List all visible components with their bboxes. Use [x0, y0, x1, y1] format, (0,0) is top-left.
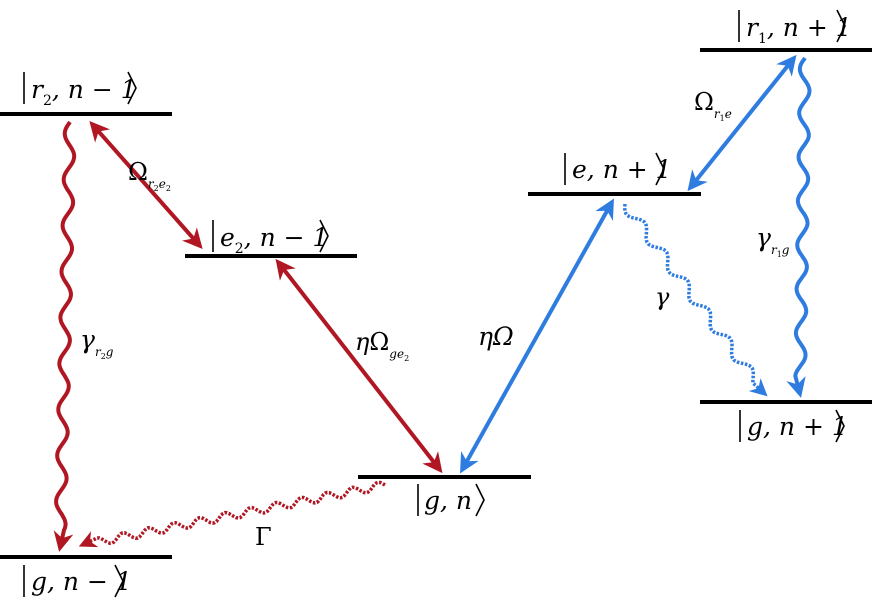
- arrow-omega-r2e2: [89, 121, 203, 249]
- label-omega-r2e2: Ωr2e2: [128, 158, 171, 193]
- ket-g-n: g, n: [417, 483, 485, 517]
- ket-g-np1: g, n + 1: [739, 409, 848, 443]
- label-eta-omega: ηΩ: [478, 322, 514, 351]
- label-Gamma: Γ: [255, 523, 272, 551]
- label-gamma-r2g: γr2g: [80, 325, 114, 361]
- decay-gamma-r1g: [786, 56, 812, 398]
- label-gamma: γ: [655, 283, 670, 311]
- ket-r2-nm1: r2, n − 1: [23, 71, 137, 109]
- svg-text:g, n: g, n: [424, 486, 472, 515]
- label-eta-omega-ge2: ηΩge2: [355, 328, 409, 363]
- arrow-omega-r1e: [687, 54, 797, 192]
- svg-text:r2, n − 1: r2, n − 1: [31, 75, 137, 109]
- svg-text:g, n + 1: g, n + 1: [747, 412, 848, 441]
- svg-text:e, n + 1: e, n + 1: [572, 155, 672, 184]
- ket-g-nm1: g, n − 1: [23, 564, 132, 598]
- svg-text:g, n − 1: g, n − 1: [31, 567, 132, 596]
- ket-r1-np1: r1, n + 1: [738, 9, 852, 47]
- arrow-eta-omega: [460, 198, 614, 474]
- label-omega-r1e: Ωr1e: [694, 88, 732, 123]
- decay-gamma-r2g: [53, 120, 77, 552]
- decay-Gamma: [78, 480, 386, 548]
- arrow-eta-omega-ge2: [275, 258, 443, 474]
- label-gamma-r1g: γr1g: [756, 223, 790, 259]
- svg-text:e2, n − 1: e2, n − 1: [220, 223, 328, 257]
- svg-text:r1, n + 1: r1, n + 1: [746, 13, 852, 47]
- decay-gamma: [623, 203, 768, 397]
- ket-e-np1: e, n + 1: [564, 152, 672, 186]
- ket-e2-nm1: e2, n − 1: [212, 219, 329, 257]
